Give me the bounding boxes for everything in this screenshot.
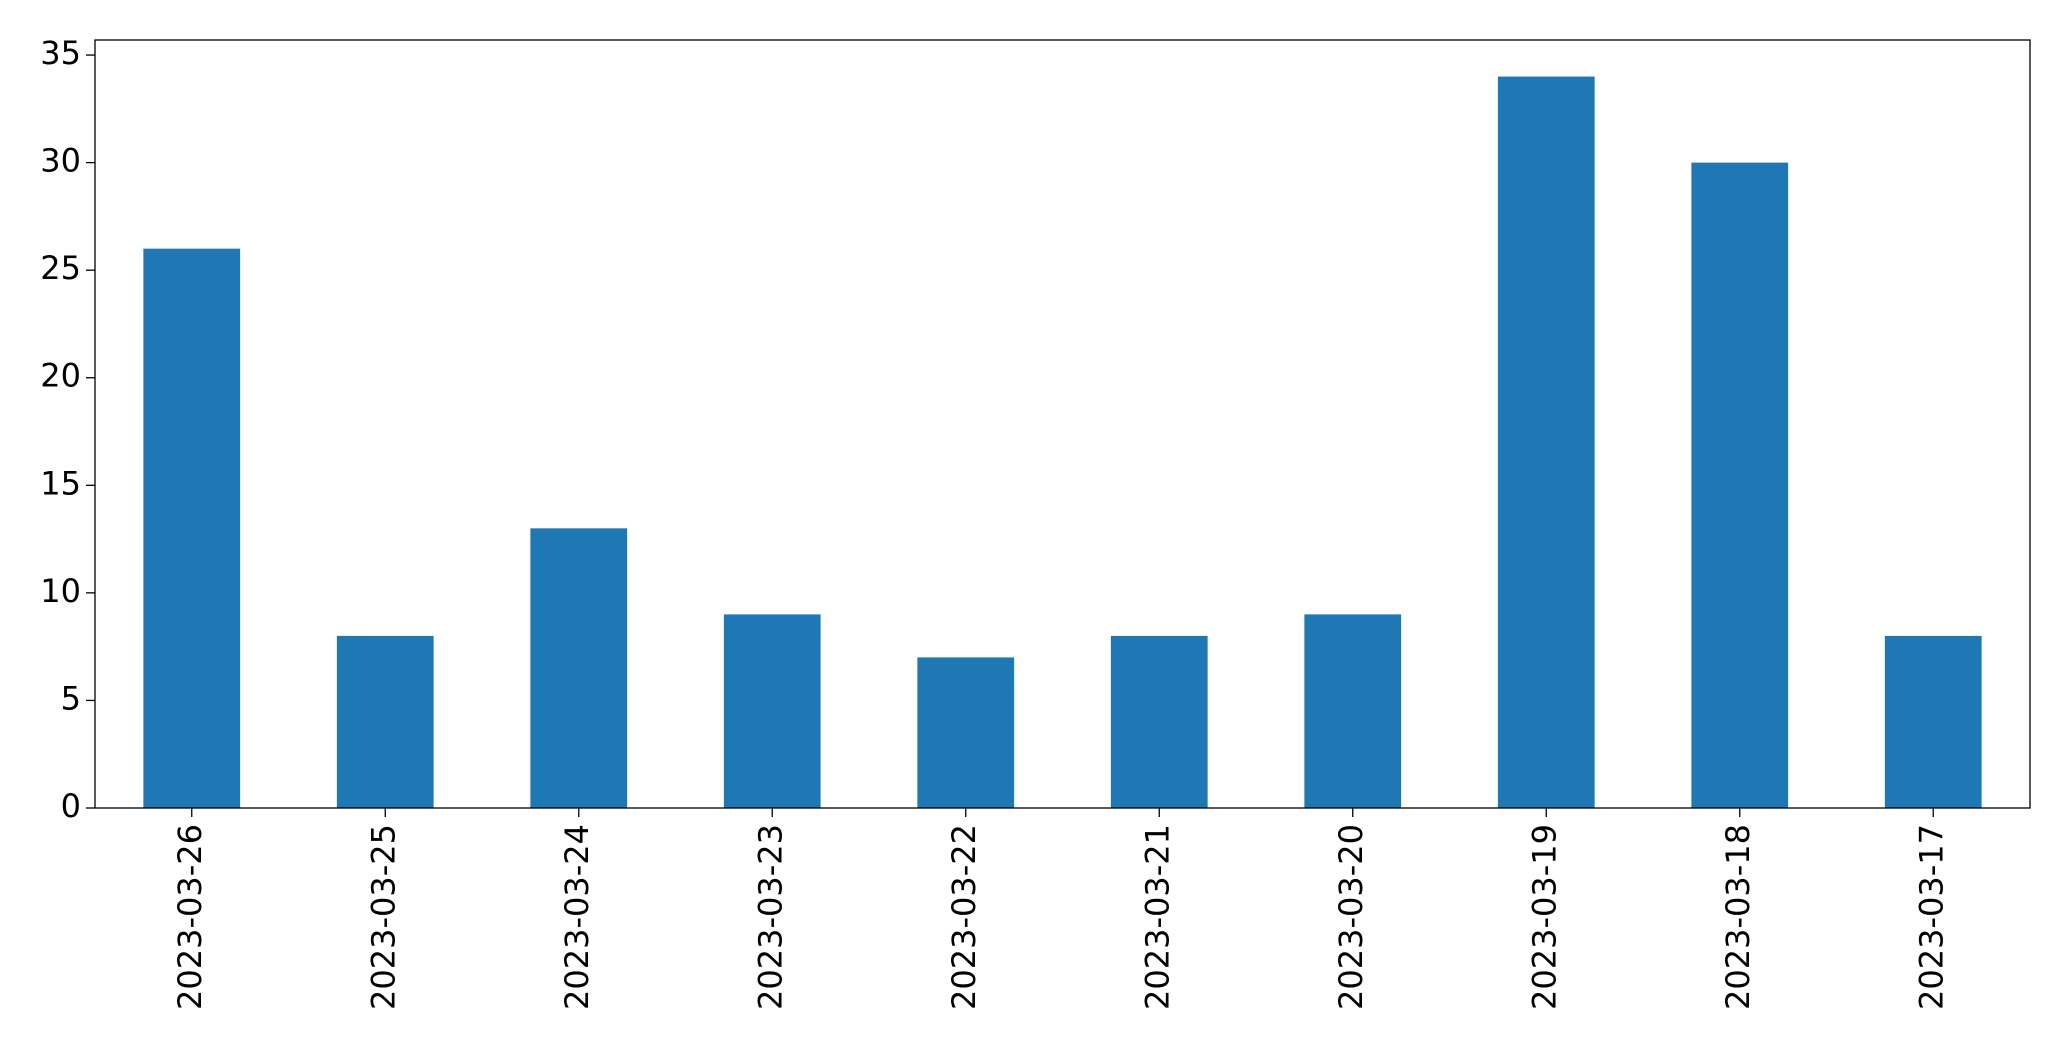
y-tick-label: 35 <box>40 34 81 72</box>
x-tick-label: 2023-03-21 <box>1138 824 1176 1010</box>
bar <box>917 657 1015 808</box>
x-tick-label: 2023-03-25 <box>364 824 402 1010</box>
bar <box>1691 162 1789 809</box>
bar <box>530 528 628 808</box>
x-tick-label: 2023-03-19 <box>1525 824 1563 1010</box>
plot-frame <box>94 39 2031 809</box>
y-tick-label: 0 <box>61 787 81 825</box>
bar <box>336 635 434 808</box>
bar <box>1497 76 1595 809</box>
y-tick-label: 20 <box>40 357 81 395</box>
bar <box>1884 635 1982 808</box>
y-tick-label: 25 <box>40 249 81 287</box>
bar <box>143 248 241 809</box>
y-tick-label: 30 <box>40 142 81 180</box>
bar <box>723 614 821 808</box>
bar <box>1110 635 1208 808</box>
y-tick-label: 5 <box>61 679 81 717</box>
x-tick-label: 2023-03-24 <box>558 824 596 1010</box>
x-tick-label: 2023-03-26 <box>171 824 209 1010</box>
x-tick-label: 2023-03-20 <box>1332 824 1370 1010</box>
y-tick-label: 15 <box>40 464 81 502</box>
x-tick-label: 2023-03-23 <box>751 824 789 1010</box>
x-tick-label: 2023-03-17 <box>1912 824 1950 1010</box>
bar <box>1304 614 1402 808</box>
y-tick-label: 10 <box>40 572 81 610</box>
x-tick-label: 2023-03-22 <box>945 824 983 1010</box>
x-tick-label: 2023-03-18 <box>1719 824 1757 1010</box>
